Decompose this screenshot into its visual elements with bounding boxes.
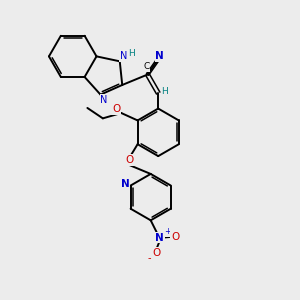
Text: -: - [148, 254, 151, 263]
Text: N: N [120, 51, 127, 61]
Text: N: N [121, 179, 130, 189]
Text: N: N [155, 51, 164, 61]
Text: C: C [143, 62, 150, 71]
Text: H: H [128, 50, 134, 58]
Text: O: O [125, 155, 134, 165]
Text: +: + [164, 227, 171, 236]
Text: O: O [112, 104, 120, 114]
Text: O: O [152, 248, 161, 258]
Text: O: O [171, 232, 179, 242]
Text: N: N [155, 232, 164, 242]
Text: N: N [100, 95, 108, 105]
Text: H: H [161, 87, 168, 96]
